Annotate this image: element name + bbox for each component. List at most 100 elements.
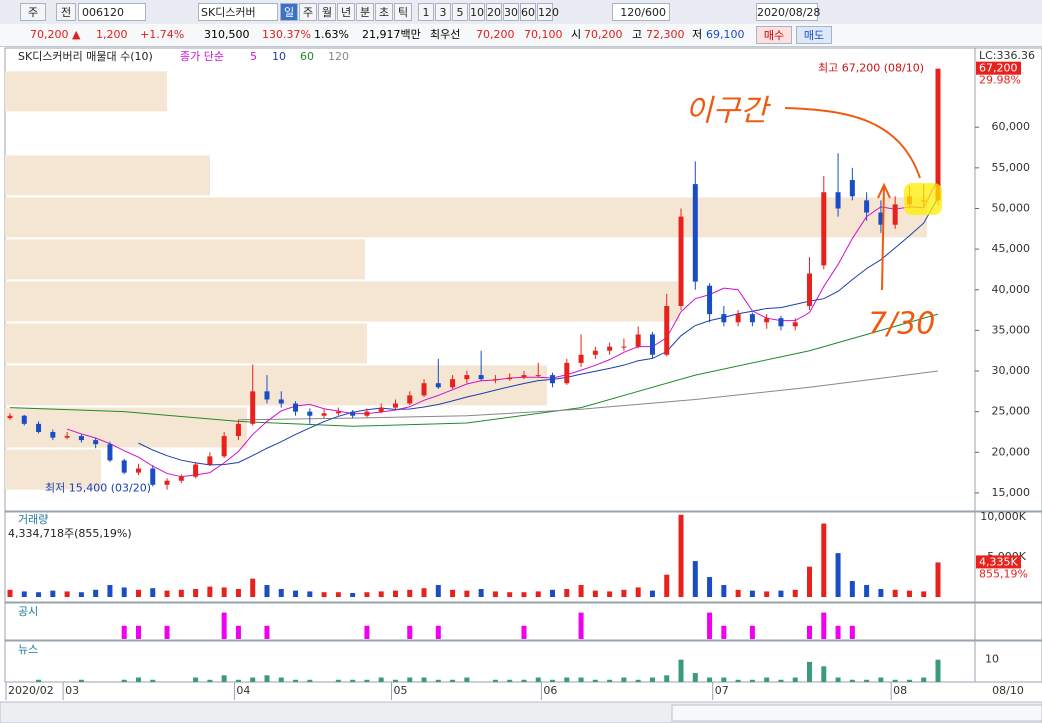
bid: 70,100 xyxy=(524,28,563,41)
market-select[interactable]: 주 xyxy=(20,3,46,21)
open: 70,200 xyxy=(584,28,623,41)
news-bar xyxy=(878,677,884,682)
volume-profile-bar xyxy=(5,239,365,280)
volume-bar xyxy=(64,591,70,597)
volume-summary: 4,334,718주(855,19%) xyxy=(8,527,132,540)
candle-body xyxy=(821,192,827,266)
news-bar xyxy=(935,659,941,682)
toolbar-button[interactable]: 20 xyxy=(486,3,502,21)
toolbar-button[interactable]: 1 xyxy=(418,3,434,21)
news-bar xyxy=(707,677,713,682)
volume-bar xyxy=(207,586,213,597)
disclosure-bar xyxy=(221,612,227,639)
toolbar-button[interactable]: 10 xyxy=(469,3,485,21)
news-bar xyxy=(649,677,655,682)
y-tick-label: 45,000 xyxy=(992,242,1031,255)
candle-body xyxy=(592,350,598,355)
volume-profile-bar xyxy=(5,449,101,490)
last-price-label: 67,200 xyxy=(979,62,1018,75)
toolbar-button[interactable]: 3 xyxy=(435,3,451,21)
code-input[interactable]: 006120 xyxy=(78,3,146,21)
news-bar xyxy=(278,677,284,682)
toolbar-button[interactable]: 30 xyxy=(503,3,519,21)
volume-bar xyxy=(821,523,827,597)
date-input[interactable]: 2020/08/28 xyxy=(756,3,820,21)
disclosure-bar xyxy=(578,612,584,639)
disclosure-bar xyxy=(807,625,813,639)
volume-profile-bar xyxy=(5,155,210,196)
candle-body xyxy=(878,212,884,225)
toolbar-button[interactable]: 월 xyxy=(318,3,336,21)
panel-title: 공시 xyxy=(18,605,38,618)
volume-bar xyxy=(378,591,384,597)
toolbar-button[interactable]: 5 xyxy=(452,3,468,21)
toolbar-button[interactable]: 60 xyxy=(520,3,536,21)
x-tick-label: 08 xyxy=(893,684,907,697)
news-bar xyxy=(721,677,727,682)
toolbar-button[interactable]: 일 xyxy=(280,3,298,21)
volume-bar xyxy=(735,589,741,597)
volume-bar xyxy=(892,589,898,597)
candle-body xyxy=(264,391,270,400)
volume-bar xyxy=(264,585,270,597)
volume-bar xyxy=(278,589,284,597)
candle-body xyxy=(849,180,855,197)
news-bar xyxy=(521,679,527,682)
candle-body xyxy=(421,383,427,396)
volume-bar xyxy=(749,590,755,597)
disclosure-bar xyxy=(849,625,855,639)
toolbar-button[interactable]: 분 xyxy=(356,3,374,21)
news-bar xyxy=(36,679,42,682)
panel-frame xyxy=(4,511,1042,603)
candle-body xyxy=(221,436,227,457)
news-bar xyxy=(264,675,270,682)
candle-body xyxy=(664,306,670,355)
volume-bar xyxy=(535,591,541,597)
best-label: 최우선 xyxy=(430,28,461,41)
volume-bar xyxy=(93,589,99,597)
last-price-box xyxy=(976,61,1021,75)
high-annotation: 최고 67,200 (08/10) xyxy=(818,62,924,75)
candle-body xyxy=(521,375,527,378)
change-pct: +1.74% xyxy=(140,28,185,41)
ma10-line xyxy=(138,197,939,466)
ma-legend: 10 xyxy=(272,50,286,63)
low-label: 저 xyxy=(692,28,703,41)
panel-title: 뉴스 xyxy=(18,643,38,656)
news-bar xyxy=(235,679,241,682)
volume-bar xyxy=(935,562,941,597)
toolbar-button[interactable]: 년 xyxy=(337,3,355,21)
ma-legend: 120 xyxy=(328,50,349,63)
toolbar-button[interactable]: 120 xyxy=(537,3,559,21)
volume-profile-bar xyxy=(5,365,547,406)
handwriting: 이구간 xyxy=(685,94,771,129)
volume-bar xyxy=(464,590,470,597)
high: 72,300 xyxy=(646,28,685,41)
volume-bar xyxy=(635,587,641,597)
candle-body xyxy=(321,413,327,416)
count-input[interactable]: 120/600 xyxy=(612,3,670,21)
volume-bar xyxy=(592,590,598,597)
candle-body xyxy=(507,377,513,380)
candle-body xyxy=(464,375,470,380)
candle-body xyxy=(778,318,784,327)
volume-bar xyxy=(792,589,798,597)
toolbar-button[interactable]: 초 xyxy=(375,3,393,21)
candle-body xyxy=(435,383,441,388)
prev-button[interactable]: 전 xyxy=(56,3,76,21)
buy-button[interactable]: 매수 xyxy=(756,26,792,44)
sell-button[interactable]: 매도 xyxy=(796,26,832,44)
candle-body xyxy=(478,375,484,380)
news-bar xyxy=(692,673,698,682)
volume-bar xyxy=(692,561,698,597)
toolbar-button[interactable]: 주 xyxy=(299,3,317,21)
toolbar-button[interactable]: 틱 xyxy=(394,3,412,21)
news-bar xyxy=(435,679,441,682)
candle-body xyxy=(721,314,727,323)
news-bar xyxy=(564,677,570,682)
volume-bar xyxy=(864,585,870,597)
volume-profile-bar xyxy=(5,197,927,238)
volume-bar xyxy=(878,589,884,597)
disclosure-bar xyxy=(235,625,241,639)
disclosure-bar xyxy=(521,625,527,639)
